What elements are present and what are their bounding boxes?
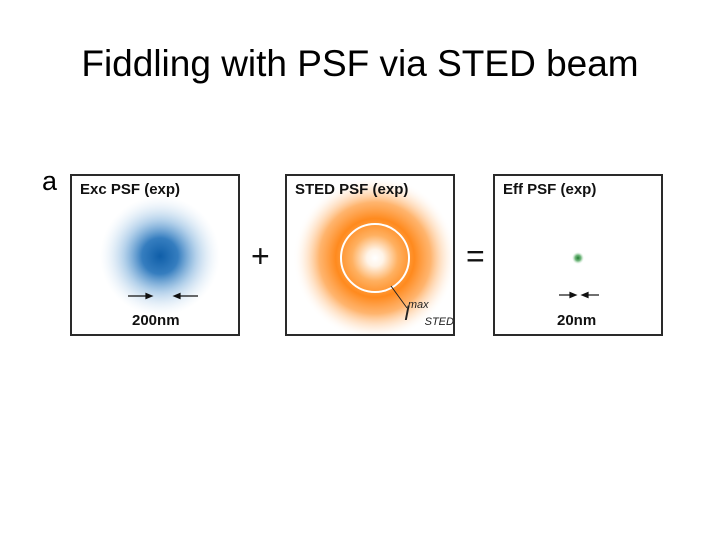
- equals-operator: =: [466, 238, 485, 274]
- i-max-sup: max: [407, 299, 429, 311]
- sted-pointer-line: [390, 285, 408, 309]
- exc-scale-arrows: [128, 292, 198, 300]
- i-max-base: I: [404, 302, 410, 325]
- sted-psf-image: [293, 176, 453, 334]
- exc-psf-panel: Exc PSF (exp) 200nm: [70, 174, 240, 336]
- eff-scale-label: 20nm: [557, 312, 597, 329]
- exc-psf-image: [100, 196, 220, 316]
- i-max-sted-label: Imax STED: [404, 299, 454, 329]
- eff-psf-image: [559, 252, 599, 299]
- eff-psf-title: Eff PSF (exp): [503, 181, 597, 198]
- eff-psf-panel: Eff PSF (exp) 20nm: [493, 174, 663, 336]
- panel-label: a: [42, 166, 58, 196]
- slide-title: Fiddling with PSF via STED beam: [81, 43, 639, 84]
- eff-scale-arrows: [559, 291, 599, 299]
- plus-operator: +: [251, 238, 270, 274]
- exc-psf-spot: [100, 196, 220, 316]
- exc-scale-label: 200nm: [132, 312, 180, 329]
- i-max-sub: STED: [424, 316, 454, 329]
- exc-psf-title: Exc PSF (exp): [80, 181, 181, 198]
- sted-psf-panel: STED PSF (exp) Imax STED: [285, 174, 455, 336]
- sted-max-ring: [340, 223, 410, 293]
- sted-psf-donut: [293, 176, 453, 334]
- eff-psf-spot: [572, 252, 584, 264]
- sted-psf-title: STED PSF (exp): [295, 181, 409, 198]
